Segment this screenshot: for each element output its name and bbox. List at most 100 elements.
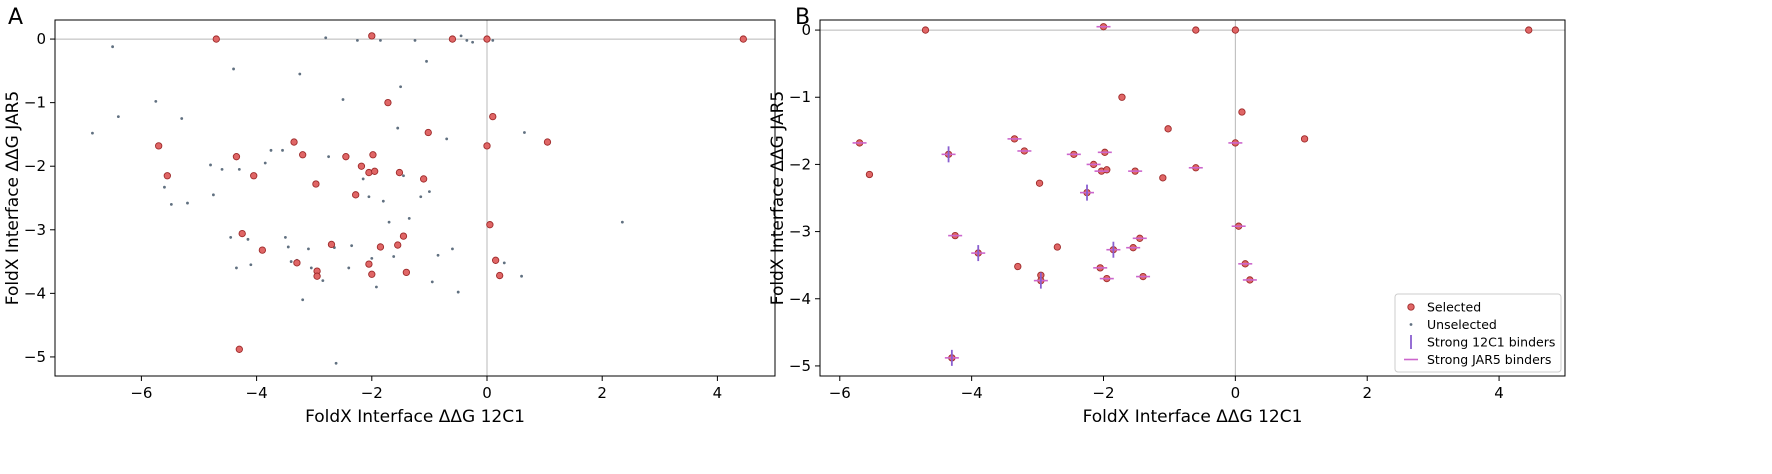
unselected-point <box>399 85 402 89</box>
unselected-point <box>307 247 310 251</box>
y-tick-label: −2 <box>789 155 811 173</box>
selected-point <box>489 112 497 121</box>
selected-point <box>496 271 504 280</box>
unselected-point <box>370 256 374 260</box>
x-tick-label: −6 <box>130 384 152 402</box>
x-tick-label: 2 <box>1362 384 1372 402</box>
x-tick-label: 4 <box>1494 384 1504 402</box>
unselected-point <box>430 280 434 284</box>
y-axis-label: FoldX Interface ΔΔG JAR5 <box>768 91 788 305</box>
unselected-point <box>232 67 235 71</box>
selected-point <box>491 256 500 264</box>
selected-point <box>352 191 360 199</box>
unselected-point <box>286 245 290 249</box>
unselected-point <box>180 117 184 120</box>
selected-point <box>368 32 376 40</box>
selected-point <box>376 243 385 251</box>
x-tick-label: 2 <box>597 384 607 402</box>
selected-point <box>258 246 267 254</box>
unselected-point <box>212 193 215 197</box>
unselected-point <box>116 115 120 119</box>
unselected-point <box>327 155 330 159</box>
unselected-point <box>471 40 474 44</box>
unselected-point <box>301 298 305 302</box>
selected-point <box>424 128 432 137</box>
selected-point <box>313 272 321 280</box>
selected-point <box>1118 93 1126 101</box>
selected-point <box>235 345 243 353</box>
selected-point <box>486 221 494 229</box>
selected-point <box>1014 262 1022 271</box>
plot-frame <box>819 19 1566 377</box>
selected-point <box>232 153 241 161</box>
unselected-point <box>284 236 287 239</box>
selected-point <box>1238 108 1246 116</box>
unselected-point <box>413 38 417 42</box>
x-axis-label: FoldX Interface ΔΔG 12C1 <box>1083 407 1303 427</box>
selected-point <box>543 138 552 146</box>
unselected-point <box>356 38 359 42</box>
y-tick-label: 0 <box>801 21 811 39</box>
unselected-point <box>91 131 94 135</box>
selected-point <box>419 175 428 183</box>
unselected-point <box>235 266 238 270</box>
x-axis-label: FoldX Interface ΔΔG 12C1 <box>305 407 525 427</box>
selected-point <box>1053 243 1061 251</box>
selected-point <box>1159 174 1167 182</box>
y-tick-label: −1 <box>24 94 46 112</box>
y-tick-label: −2 <box>24 157 46 175</box>
panel-label: A <box>8 5 23 30</box>
legend-label: Strong 12C1 binders <box>1427 335 1555 350</box>
legend: Selected Unselected Strong 12C1 binders Str… <box>1394 293 1562 373</box>
x-tick-label: 0 <box>1231 384 1241 402</box>
unselected-point <box>263 161 267 165</box>
x-tick-label: −2 <box>1092 384 1114 402</box>
y-tick-label: −4 <box>24 284 46 302</box>
unselected-point <box>220 167 224 171</box>
legend-unselected-marker <box>1409 323 1413 326</box>
unselected-point <box>350 244 354 248</box>
unselected-point <box>375 285 378 289</box>
unselected-point <box>367 195 371 199</box>
selected-point <box>1525 26 1533 34</box>
unselected-point <box>347 266 351 270</box>
panel-A: A −6 −4 −2 0 2 4 0 −1 −2 −3 −4 −5 FoldX Interface ΔΔG… <box>3 5 776 427</box>
selected-point <box>739 35 747 43</box>
selected-point <box>357 162 366 170</box>
selected-point <box>327 240 336 249</box>
selected-point <box>250 172 258 180</box>
unselected-point <box>269 148 273 152</box>
unselected-point <box>229 236 233 239</box>
legend-label: Strong JAR5 binders <box>1427 352 1551 367</box>
selected-point <box>290 138 298 146</box>
legend-box <box>1394 293 1562 373</box>
unselected-point <box>111 45 114 49</box>
selected-point <box>483 35 491 43</box>
y-tick-label: −3 <box>24 221 46 239</box>
selected-point <box>312 180 320 188</box>
unselected-point <box>523 131 526 134</box>
selected-point <box>299 151 307 159</box>
unselected-point <box>620 220 624 224</box>
unselected-point <box>402 174 405 178</box>
selected-point <box>293 259 301 267</box>
x-tick-label: −2 <box>361 384 383 402</box>
selected-point <box>371 167 379 175</box>
selected-point <box>483 142 491 150</box>
y-tick-label: 0 <box>36 30 46 48</box>
selected-point <box>1103 166 1111 174</box>
unselected-point <box>407 216 411 220</box>
unselected-point <box>154 99 158 103</box>
legend-label: Selected <box>1427 300 1481 315</box>
unselected-point <box>459 34 463 38</box>
unselected-point <box>309 266 313 270</box>
unselected-point <box>361 177 365 181</box>
x-tick-label: −6 <box>829 384 851 402</box>
y-tick-label: −1 <box>789 88 811 106</box>
unselected-point <box>186 201 189 205</box>
unselected-point <box>281 148 284 152</box>
selected-point <box>365 168 373 177</box>
legend-selected-marker <box>1407 303 1415 311</box>
selected-point <box>369 151 377 159</box>
y-tick-label: −4 <box>789 290 811 308</box>
